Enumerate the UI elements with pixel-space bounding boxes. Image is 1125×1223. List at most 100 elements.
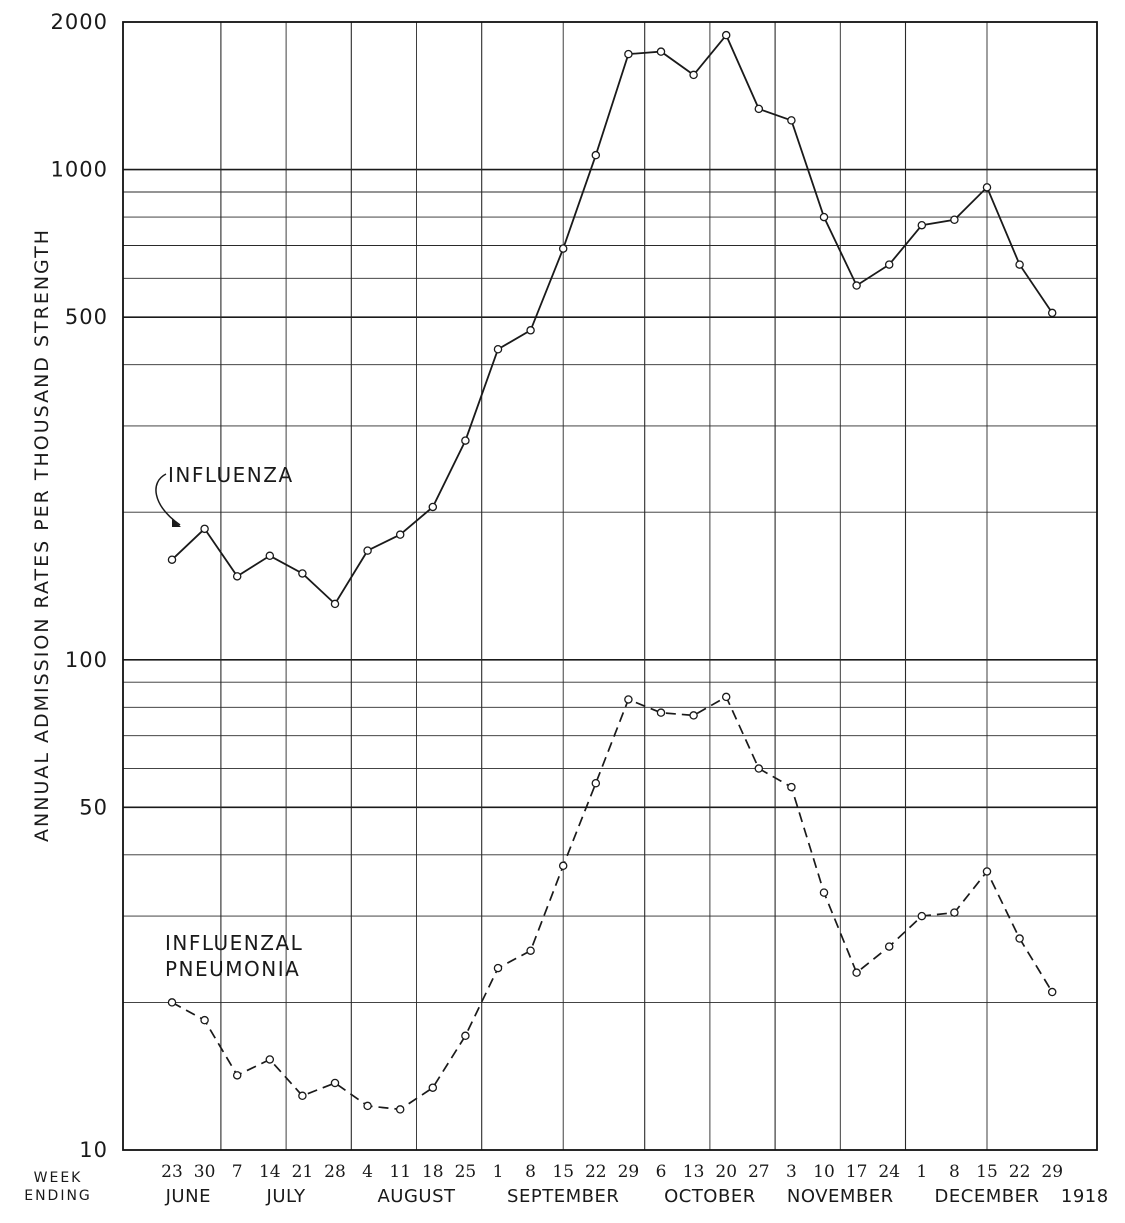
series-line-influenzal-pneumonia — [171, 695, 1053, 1111]
x-tick-label: 22 — [585, 1162, 607, 1182]
x-tick-label: 28 — [324, 1162, 346, 1182]
influenza-pointer-arrow — [155, 473, 181, 526]
month-label-september: SEPTEMBER — [507, 1186, 619, 1207]
pneumonia-point-11 — [526, 946, 535, 955]
influenza-point-8 — [428, 502, 438, 512]
influenza-point-21 — [852, 281, 861, 290]
x-tick-label: 10 — [813, 1162, 835, 1182]
x-tick-label: 7 — [232, 1162, 243, 1182]
influenza-pointer-arrowhead — [172, 519, 181, 527]
x-tick-label: 8 — [525, 1162, 536, 1182]
pneumonia-point-24 — [950, 908, 959, 917]
pneumonia-point-26 — [1015, 934, 1024, 943]
month-label-december: DECEMBER — [935, 1186, 1040, 1207]
series-label-influenza: INFLUENZA — [168, 463, 294, 487]
x-tick-label: 6 — [656, 1162, 667, 1182]
x-tick-label: 24 — [878, 1162, 900, 1182]
x-tick-label: 18 — [422, 1162, 444, 1182]
x-tick-label: 4 — [362, 1162, 373, 1182]
y-tick-label-1000: 1000 — [51, 158, 108, 182]
x-tick-label: 1 — [493, 1162, 504, 1182]
pneumonia-point-19 — [787, 782, 796, 792]
influenza-point-12 — [558, 244, 568, 253]
influenza-point-0 — [167, 555, 177, 564]
pneumonia-point-25 — [982, 867, 992, 876]
pneumonia-point-7 — [395, 1105, 405, 1114]
x-tick-label: 29 — [618, 1162, 640, 1182]
influenza-point-16 — [689, 70, 698, 80]
influenza-point-10 — [493, 344, 503, 354]
influenza-point-4 — [298, 569, 307, 578]
influenza-point-27 — [1047, 308, 1057, 318]
month-label-1918: 1918 — [1061, 1186, 1109, 1207]
x-tick-label: 20 — [715, 1162, 737, 1182]
influenza-point-25 — [982, 183, 992, 192]
pneumonia-point-14 — [624, 695, 633, 704]
pneumonia-point-16 — [689, 711, 698, 720]
influenza-point-13 — [591, 150, 601, 160]
x-tick-label: 25 — [455, 1162, 477, 1182]
pneumonia-point-17 — [721, 692, 731, 702]
pneumonia-point-3 — [265, 1055, 275, 1064]
influenza-point-19 — [787, 116, 796, 125]
series-layer — [167, 30, 1057, 1114]
series-line-influenza — [171, 33, 1053, 606]
influenza-point-26 — [1015, 260, 1024, 269]
x-tick-label: 1 — [916, 1162, 927, 1182]
month-label-june: JUNE — [165, 1186, 211, 1207]
pneumonia-point-1 — [200, 1015, 209, 1025]
x-tick-label: 22 — [1009, 1162, 1031, 1182]
y-tick-label-500: 500 — [65, 305, 108, 329]
influenza-point-9 — [461, 436, 470, 445]
x-tick-label: 17 — [846, 1162, 868, 1182]
y-tick-label-2000: 2000 — [51, 10, 108, 34]
x-tick-label: 29 — [1041, 1162, 1063, 1182]
series-label-pneumonia-line1: INFLUENZAL — [165, 931, 303, 955]
plot-frame — [122, 21, 1098, 1151]
influenza-point-17 — [721, 30, 731, 40]
series-label-pneumonia-line2: PNEUMONIA — [165, 957, 300, 981]
influenza-point-22 — [884, 260, 894, 269]
month-labels: JUNE JULY AUGUST SEPTEMBER OCTOBER NOVEMBER DE… — [165, 1186, 1109, 1207]
y-tick-label-100: 100 — [65, 648, 108, 672]
pneumonia-point-23 — [917, 911, 927, 921]
x-tick-labels: 23 30 7 14 21 28 4 11 18 25 1 8 15 22 29 6 13 20 27 3 10 17 24… — [161, 1162, 1063, 1182]
month-label-november: NOVEMBER — [787, 1186, 894, 1207]
influenza-point-15 — [656, 47, 666, 56]
pneumonia-point-12 — [558, 861, 568, 871]
pneumonia-point-0 — [167, 998, 177, 1007]
influenza-point-23 — [917, 220, 927, 230]
month-label-august: AUGUST — [377, 1186, 456, 1207]
x-tick-label: 21 — [292, 1162, 314, 1182]
x-tick-label: 30 — [194, 1162, 216, 1182]
influenza-point-11 — [526, 326, 535, 335]
pneumonia-point-2 — [232, 1071, 242, 1080]
influenza-point-6 — [363, 546, 372, 555]
x-tick-label: 8 — [949, 1162, 960, 1182]
influenza-point-1 — [200, 524, 209, 534]
x-tick-label: 27 — [748, 1162, 770, 1182]
pneumonia-point-5 — [330, 1078, 340, 1088]
influenza-point-7 — [395, 530, 405, 539]
x-tick-label: 13 — [683, 1162, 705, 1182]
grid-layer — [123, 22, 1097, 1150]
pneumonia-point-8 — [428, 1083, 438, 1092]
pneumonia-point-27 — [1047, 987, 1057, 997]
pneumonia-point-13 — [591, 778, 601, 788]
y-axis-title: ANNUAL ADMISSION RATES PER THOUSAND STRE… — [31, 228, 53, 842]
influenza-point-2 — [232, 572, 242, 581]
pneumonia-point-9 — [461, 1031, 470, 1041]
pneumonia-point-18 — [754, 764, 764, 773]
ending-label: ENDING — [24, 1188, 92, 1204]
pneumonia-point-20 — [819, 888, 829, 897]
x-tick-label: 14 — [259, 1162, 281, 1182]
pneumonia-point-21 — [852, 968, 861, 977]
pneumonia-point-6 — [363, 1101, 372, 1111]
x-tick-label: 23 — [161, 1162, 183, 1182]
pneumonia-point-4 — [298, 1091, 307, 1101]
pneumonia-point-22 — [884, 942, 894, 951]
influenza-point-20 — [819, 212, 829, 222]
week-label: WEEK — [34, 1170, 83, 1186]
